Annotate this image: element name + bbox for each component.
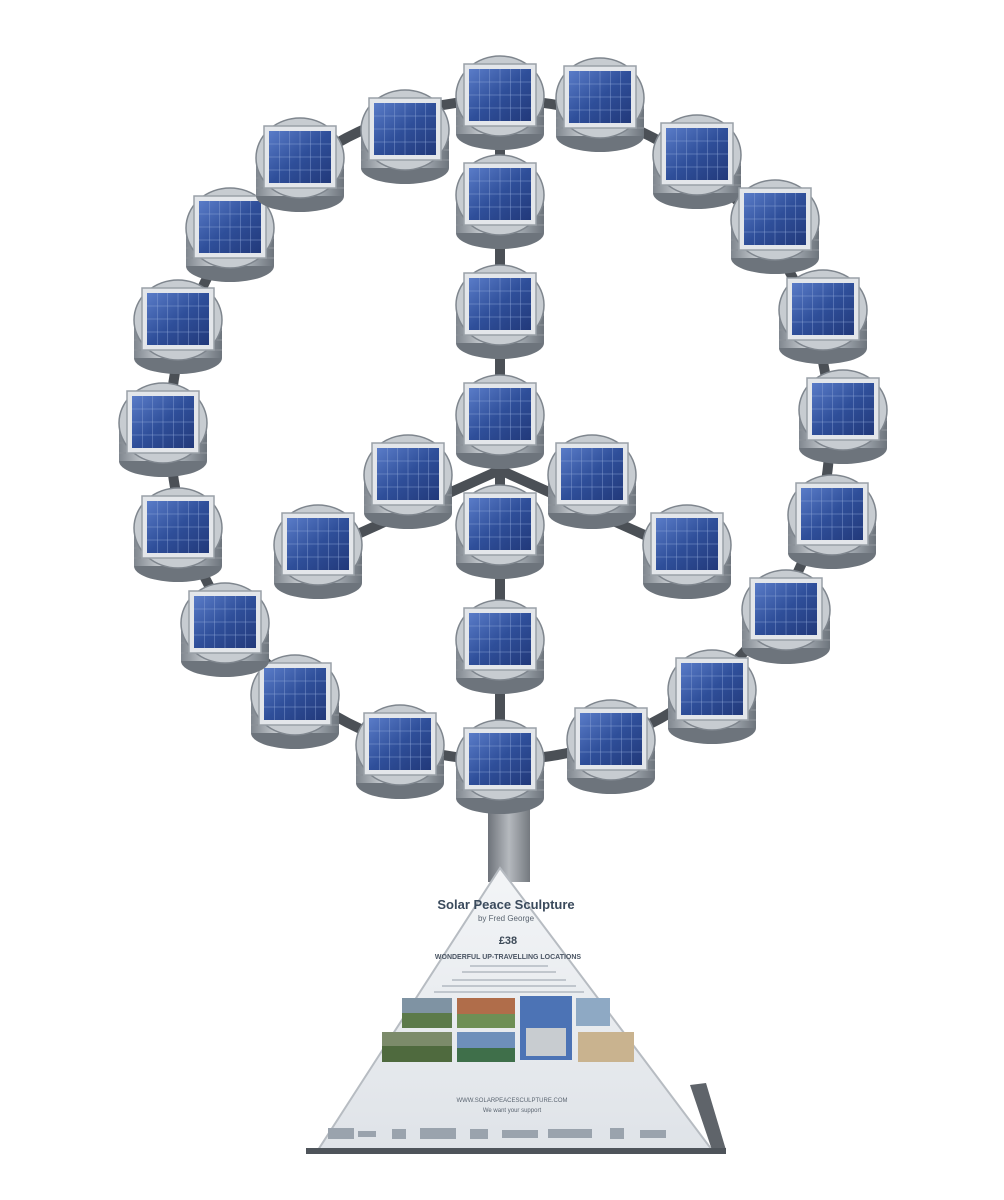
solar-module: [250, 654, 340, 749]
solar-module: [185, 187, 275, 282]
plaque-website: WWW.SOLARPEACESCULPTURE.COM: [456, 1098, 567, 1104]
solar-module: [133, 487, 223, 582]
plaque-tagline: We want your support: [483, 1108, 542, 1114]
solar-module: [455, 154, 545, 249]
solar-module: [566, 699, 656, 794]
plaque-title: Solar Peace Sculpture: [437, 897, 574, 912]
solar-module: [455, 55, 545, 150]
solar-module: [180, 582, 270, 677]
solar-module: [455, 599, 545, 694]
solar-module: [118, 382, 208, 477]
solar-module: [363, 434, 453, 529]
solar-module: [741, 569, 831, 664]
solar-module: [255, 117, 345, 212]
solar-module: [555, 57, 645, 152]
plaque-byline: by Fred George: [478, 914, 535, 923]
plaque-heading: WONDERFUL UP-TRAVELLING LOCATIONS: [435, 954, 582, 961]
solar-module: [798, 369, 888, 464]
solar-module: [642, 504, 732, 599]
sponsor-logo-strip: [328, 1128, 666, 1139]
solar-modules: [118, 55, 888, 814]
solar-module: [455, 374, 545, 469]
solar-module: [360, 89, 450, 184]
solar-module: [133, 279, 223, 374]
solar-module: [547, 434, 637, 529]
solar-module: [667, 649, 757, 744]
solar-module: [652, 114, 742, 209]
solar-module: [455, 719, 545, 814]
solar-module: [778, 269, 868, 364]
plaque-body-lines: [434, 965, 584, 993]
solar-module: [273, 504, 363, 599]
plaque-price: £38: [499, 935, 517, 947]
solar-module: [455, 484, 545, 579]
plaque-photo-grid: [382, 996, 634, 1062]
solar-module: [455, 264, 545, 359]
solar-module: [787, 474, 877, 569]
solar-module: [730, 179, 820, 274]
solar-module: [355, 704, 445, 799]
